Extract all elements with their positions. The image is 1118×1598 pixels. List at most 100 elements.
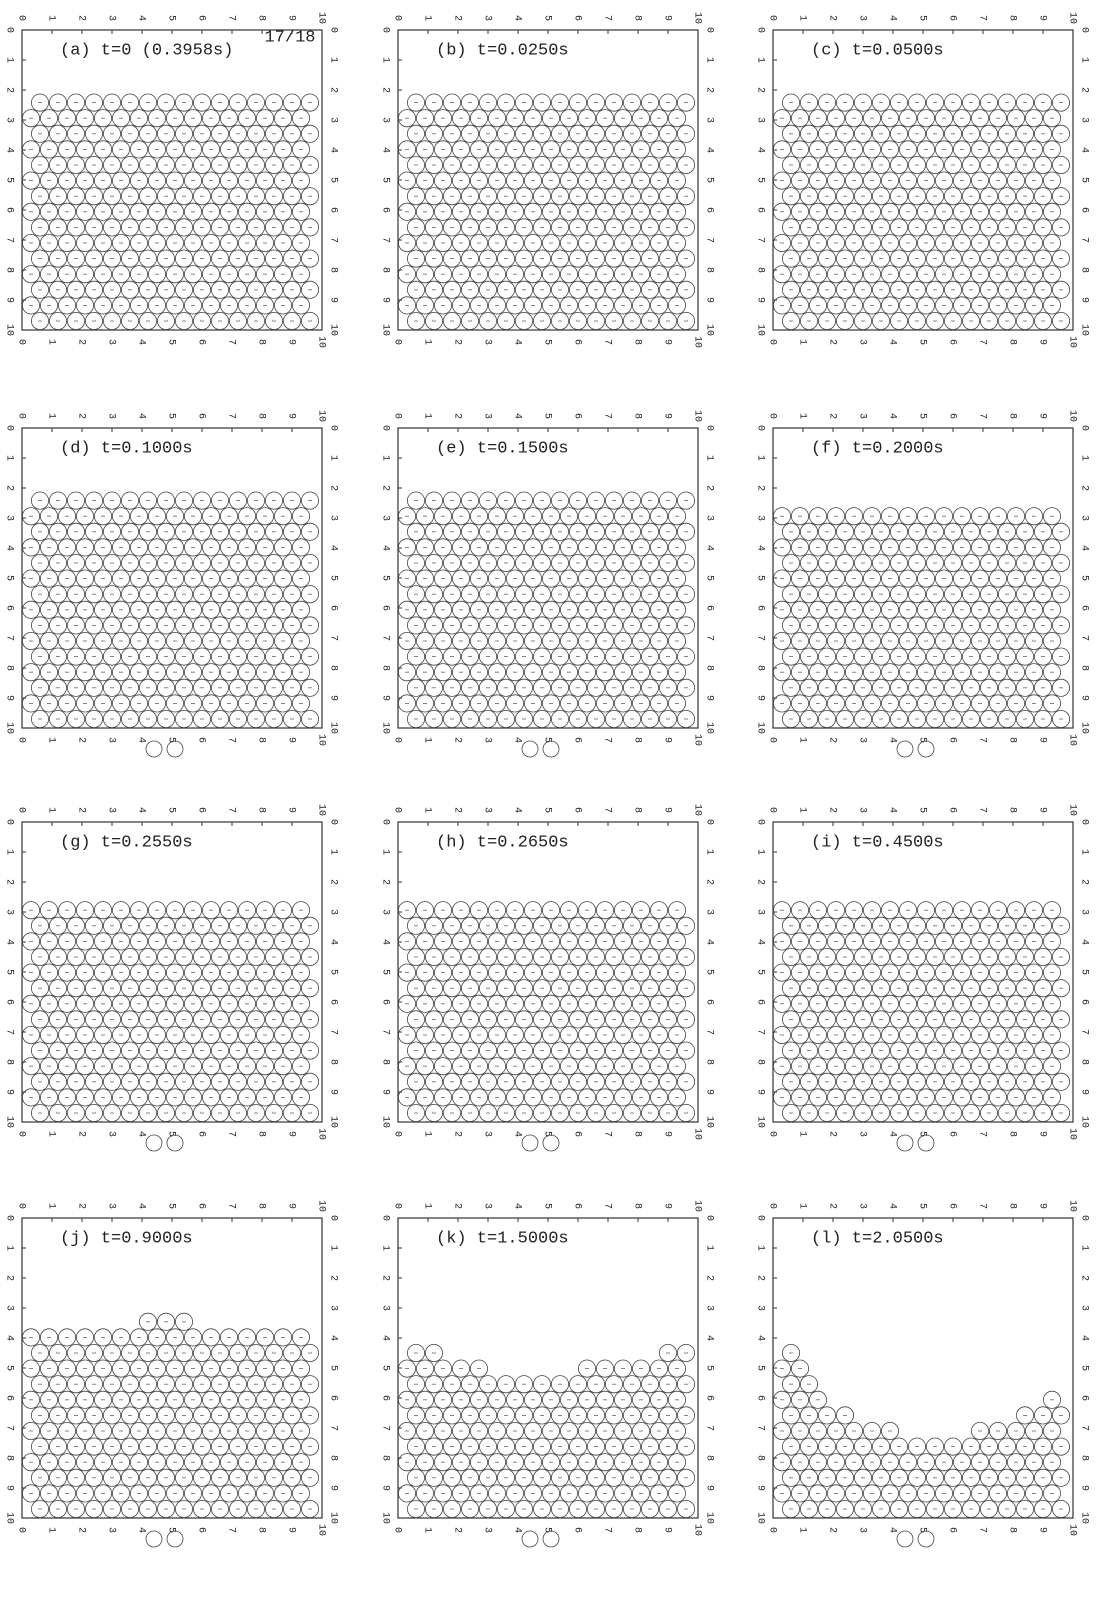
particle (505, 507, 524, 526)
particle (424, 616, 443, 635)
tick-label-right: 3 (703, 515, 714, 521)
tick-label-left: 10 (3, 722, 14, 734)
particle (623, 187, 642, 206)
particle (67, 678, 86, 697)
tick-label-top: 3 (856, 807, 867, 813)
particle (264, 218, 283, 237)
particle (1034, 187, 1053, 206)
particle (210, 155, 229, 174)
tick-label-right: 8 (703, 665, 714, 671)
particle (515, 280, 534, 299)
tick-label-right: 6 (1078, 999, 1089, 1005)
tick-label-bottom: 4 (135, 1131, 146, 1137)
particle (569, 280, 588, 299)
particle (103, 647, 122, 666)
tick-label-right: 4 (1078, 147, 1089, 153)
tick-label-right: 8 (703, 1059, 714, 1065)
particle (578, 265, 597, 284)
particle (237, 140, 256, 159)
particle (836, 249, 855, 268)
particle (899, 171, 918, 190)
particle (210, 616, 229, 635)
tick-label-bottom: 6 (571, 1131, 582, 1137)
particle (264, 616, 283, 635)
particle (962, 187, 981, 206)
particle (138, 249, 157, 268)
particle (998, 93, 1017, 112)
tick-label-right: 7 (327, 1029, 338, 1035)
tick-label-top: 3 (105, 1203, 116, 1209)
tick-label-right: 9 (327, 1485, 338, 1491)
particle (237, 663, 256, 682)
particle (524, 140, 543, 159)
particle (515, 187, 534, 206)
particle (854, 218, 873, 237)
particle (147, 538, 166, 557)
tick-label-right: 5 (1078, 969, 1089, 975)
particle (451, 663, 470, 682)
particle (58, 109, 77, 128)
particle (890, 647, 909, 666)
particle (1007, 265, 1026, 284)
particle (103, 554, 122, 573)
particle (881, 233, 900, 252)
tick-label-left: 4 (3, 939, 14, 945)
particle (40, 538, 59, 557)
particle (85, 124, 104, 143)
particle (451, 202, 470, 221)
particle (138, 93, 157, 112)
particle (397, 140, 416, 159)
particle (433, 140, 452, 159)
particle (605, 647, 624, 666)
tick-label-bottom: 9 (285, 1131, 296, 1137)
tick-label-right: 3 (327, 909, 338, 915)
particle (505, 202, 524, 221)
tick-label-right: 10 (327, 1512, 338, 1524)
particle (623, 280, 642, 299)
particle (192, 218, 211, 237)
tick-label-bottom: 1 (796, 1131, 807, 1137)
particle (1007, 171, 1026, 190)
particle (415, 296, 434, 315)
particle (818, 280, 837, 299)
particle (641, 585, 660, 604)
particle (605, 491, 624, 510)
tick-label-bottom: 5 (541, 737, 552, 743)
particle (524, 600, 543, 619)
particle (255, 233, 274, 252)
particle (605, 249, 624, 268)
particle (76, 538, 95, 557)
particle (201, 632, 220, 651)
particle (49, 554, 68, 573)
particle (890, 187, 909, 206)
particle (1052, 249, 1071, 268)
tick-label-right: 4 (327, 147, 338, 153)
tick-label-left: 9 (754, 1089, 765, 1095)
particle (112, 140, 131, 159)
particle (659, 522, 678, 541)
particle (237, 202, 256, 221)
particle (1025, 265, 1044, 284)
particle (282, 585, 301, 604)
particle (94, 632, 113, 651)
particle (237, 171, 256, 190)
tick-label-right: 9 (1078, 1089, 1089, 1095)
tick-label-left: 2 (3, 485, 14, 491)
particle (103, 522, 122, 541)
particle (668, 171, 687, 190)
particle (255, 202, 274, 221)
tick-label-left: 6 (754, 207, 765, 213)
particle (397, 538, 416, 557)
particle (30, 93, 50, 112)
particle (809, 569, 828, 588)
particle (165, 202, 184, 221)
tick-label-bottom: 2 (451, 339, 462, 345)
particle (1043, 663, 1062, 682)
particle (944, 585, 963, 604)
particle (809, 233, 828, 252)
particle (174, 678, 193, 697)
particle (129, 538, 148, 557)
particle (515, 155, 534, 174)
tick-label-top: 5 (916, 413, 927, 419)
